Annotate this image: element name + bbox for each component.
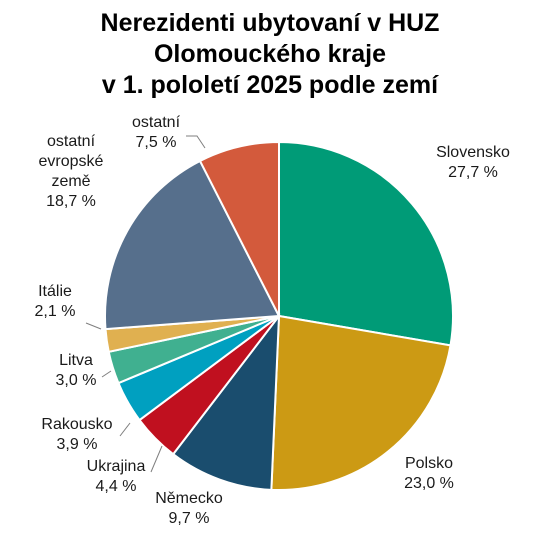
- chart-title: Nerezidenti ubytovaní v HUZ Olomouckého …: [0, 8, 540, 101]
- data-label-value: 3,0 %: [56, 372, 97, 389]
- data-label: Litva 3,0 %: [56, 352, 97, 389]
- leader-line: [85, 322, 102, 330]
- leader-line: [186, 135, 206, 149]
- pie-slice-ostatní-evropské-země: [104, 159, 281, 331]
- data-label-value: 27,7 %: [448, 164, 498, 181]
- data-label: Itálie 2,1 %: [35, 283, 76, 320]
- data-label-name: evropské: [39, 153, 104, 170]
- data-label: ostatní evropské země 18,7 %: [39, 133, 104, 210]
- data-label: Ukrajina 4,4 %: [87, 458, 146, 495]
- data-label-value: 2,1 %: [35, 303, 76, 320]
- chart-title-line-2: Olomouckého kraje: [153, 40, 387, 68]
- data-label-name: Slovensko: [436, 144, 510, 161]
- data-label-name: Litva: [59, 352, 93, 369]
- data-label-name: Rakousko: [41, 416, 112, 433]
- data-label-value: 23,0 %: [404, 475, 454, 492]
- data-label-name: ostatní: [47, 133, 96, 150]
- leader-line: [150, 445, 163, 473]
- data-label-name: země: [51, 173, 90, 190]
- data-label: ostatní 7,5 %: [132, 114, 181, 151]
- data-label-value: 4,4 %: [96, 478, 137, 495]
- data-label-name: Itálie: [38, 283, 72, 300]
- data-label-value: 7,5 %: [136, 134, 177, 151]
- data-label-value: 18,7 %: [46, 193, 96, 210]
- pie-slice-ostatní: [198, 140, 280, 317]
- data-label-name: Ukrajina: [87, 458, 146, 475]
- data-label-name: Německo: [155, 490, 223, 507]
- data-label-value: 9,7 %: [169, 510, 210, 527]
- data-label-value: 3,9 %: [57, 436, 98, 453]
- leader-line: [119, 422, 131, 437]
- data-label: Rakousko 3,9 %: [41, 416, 112, 453]
- chart-title-line-1: Nerezidenti ubytovaní v HUZ: [100, 9, 440, 37]
- pie-slice-německo: [171, 312, 281, 491]
- data-label-name: ostatní: [132, 114, 181, 131]
- data-label: Polsko 23,0 %: [404, 455, 454, 492]
- pie-slice-polsko: [270, 314, 452, 491]
- chart-title-line-3: v 1. pololetí 2025 podle zemí: [101, 71, 439, 99]
- data-label: Německo 9,7 %: [155, 490, 223, 527]
- pie-slice-slovensko: [278, 140, 454, 347]
- leader-line: [101, 370, 112, 378]
- data-label: Slovensko 27,7 %: [436, 144, 510, 181]
- data-label-name: Polsko: [405, 455, 453, 472]
